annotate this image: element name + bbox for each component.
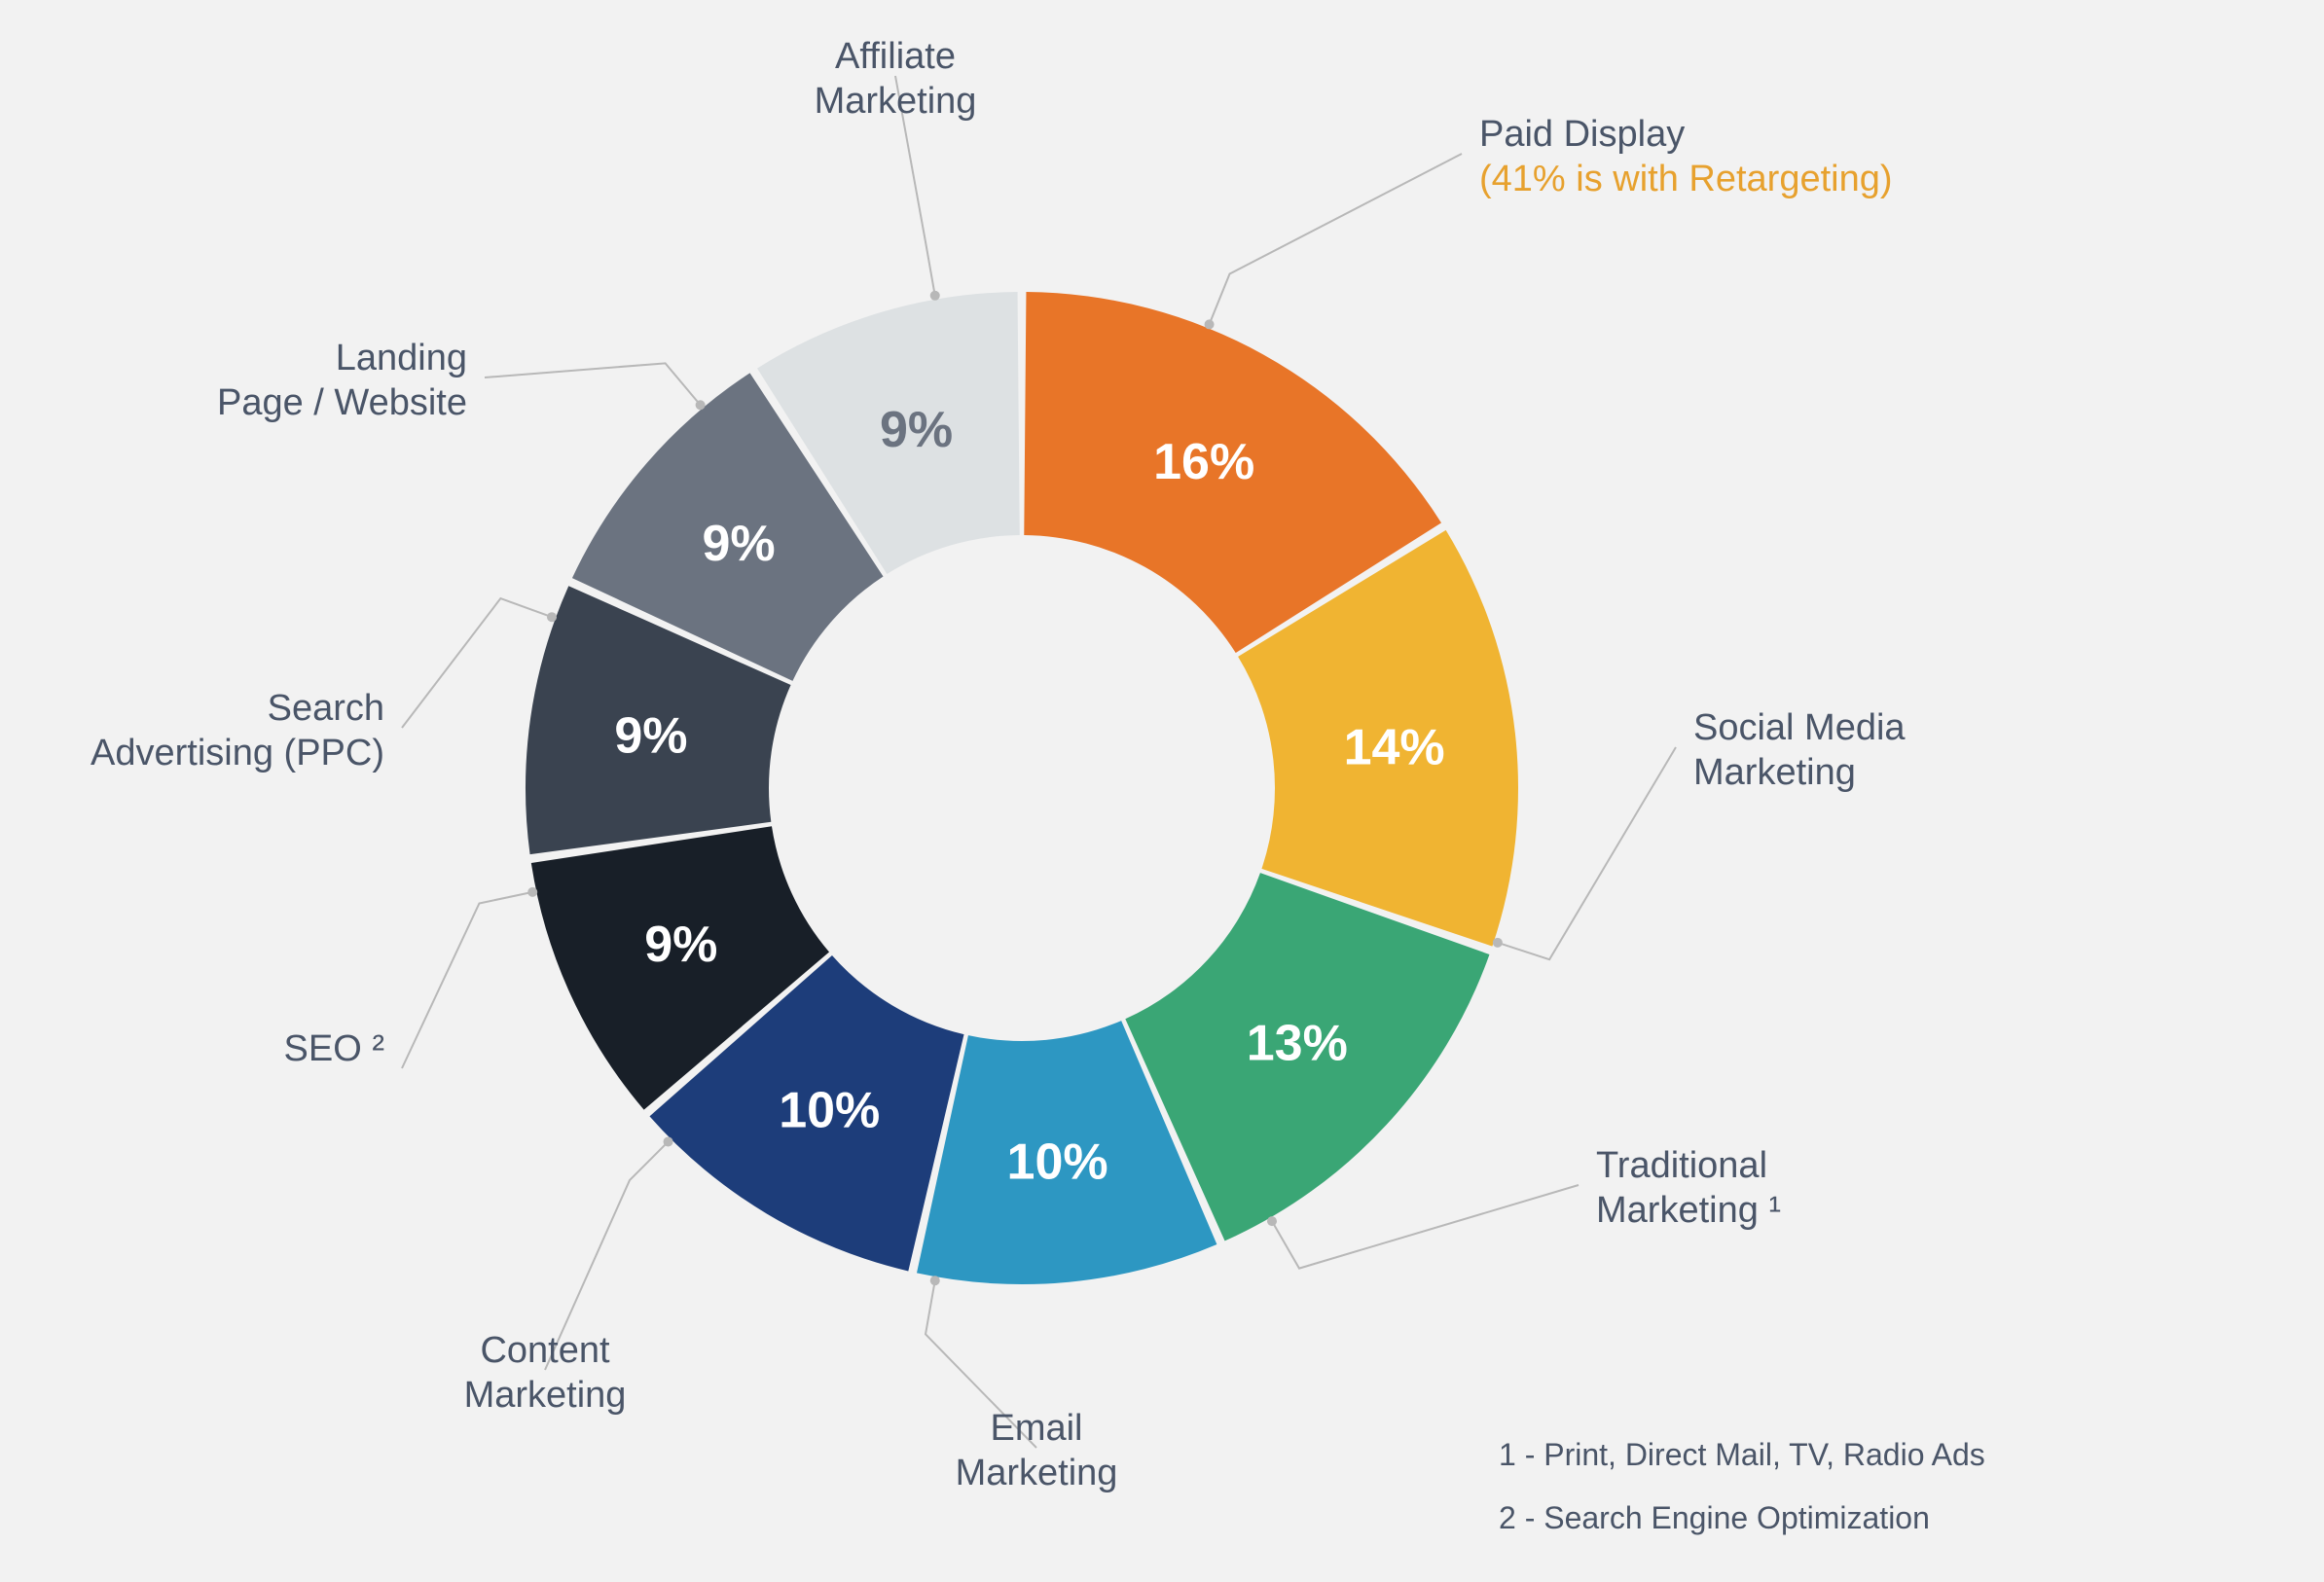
leader-dot-landing-page	[696, 400, 706, 410]
label-paid-display: Paid Display(41% is with Retargeting)	[1479, 114, 1893, 199]
label-social-media: Social MediaMarketing	[1693, 707, 1906, 793]
footnote-1: 1 - Print, Direct Mail, TV, Radio Ads	[1499, 1430, 1985, 1480]
leader-paid-display	[1210, 154, 1462, 324]
leader-dot-social-media	[1493, 938, 1503, 948]
sublabel-paid-display: (41% is with Retargeting)	[1479, 159, 1893, 199]
donut-chart-container: 16% Paid Display(41% is with Retargeting)…	[0, 0, 2324, 1582]
pct-traditional: 13%	[1247, 1015, 1348, 1071]
leader-dot-affiliate	[930, 291, 940, 301]
leader-ppc	[402, 598, 552, 728]
leader-traditional	[1272, 1185, 1579, 1269]
leader-landing-page	[485, 363, 701, 405]
donut-chart-svg: 16% Paid Display(41% is with Retargeting)…	[0, 0, 2324, 1582]
label-email: EmailMarketing	[956, 1408, 1118, 1493]
leader-dot-seo	[527, 887, 537, 897]
pct-seo: 9%	[644, 917, 717, 973]
label-traditional: TraditionalMarketing ¹	[1596, 1145, 1781, 1231]
footnote-2: 2 - Search Engine Optimization	[1499, 1493, 1985, 1543]
pct-content: 10%	[779, 1083, 880, 1139]
leader-dot-email	[930, 1276, 940, 1285]
label-content: ContentMarketing	[464, 1330, 627, 1416]
leader-dot-traditional	[1267, 1216, 1277, 1226]
pct-email: 10%	[1007, 1133, 1108, 1190]
leader-dot-ppc	[547, 612, 557, 622]
pct-paid-display: 16%	[1153, 434, 1254, 490]
leader-seo	[402, 892, 532, 1068]
pct-ppc: 9%	[614, 707, 687, 764]
leader-dot-content	[664, 1136, 673, 1146]
leader-social-media	[1498, 747, 1676, 959]
label-ppc: SearchAdvertising (PPC)	[91, 688, 384, 773]
pct-social-media: 14%	[1344, 720, 1445, 776]
leader-dot-paid-display	[1205, 319, 1215, 329]
footnotes: 1 - Print, Direct Mail, TV, Radio Ads 2 …	[1499, 1430, 1985, 1543]
pct-landing-page: 9%	[702, 516, 775, 572]
label-landing-page: LandingPage / Website	[217, 338, 467, 423]
pct-affiliate: 9%	[880, 402, 953, 458]
label-seo: SEO ²	[284, 1028, 384, 1069]
